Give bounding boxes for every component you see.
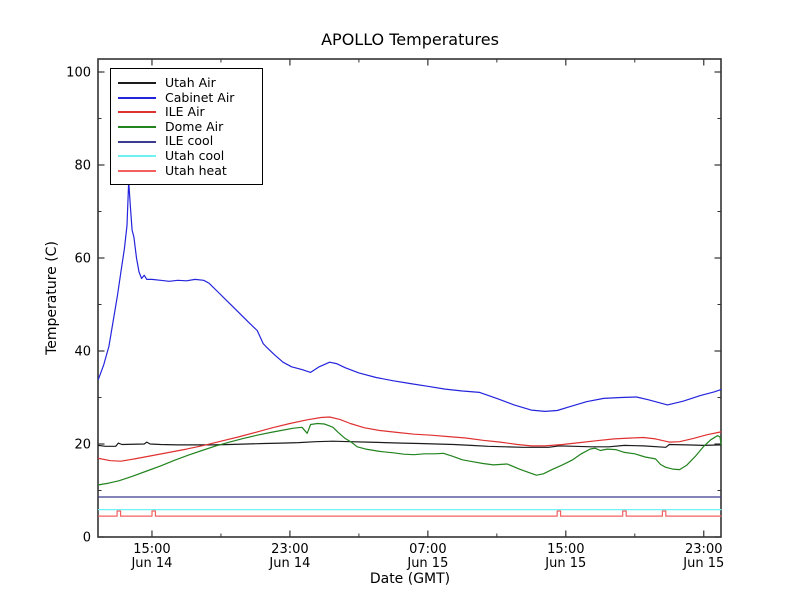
- legend-label: ILE cool: [165, 133, 214, 149]
- y-tick-label: 80: [74, 159, 91, 174]
- x-axis-label: Date (GMT): [369, 571, 451, 587]
- legend-line-sample: [118, 126, 156, 129]
- y-tick-label: 20: [74, 438, 91, 453]
- y-tick-label: 100: [66, 66, 91, 81]
- series-line-ile-air: [97, 416, 722, 462]
- y-tick-label: 0: [83, 531, 91, 546]
- x-tick-date-label: Jun 15: [544, 556, 586, 571]
- legend-line-sample: [118, 82, 156, 85]
- chart-title: APOLLO Temperatures: [321, 30, 499, 49]
- legend-item: Utah heat: [111, 162, 262, 179]
- legend-item: Dome Air: [111, 118, 262, 135]
- legend-label: Cabinet Air: [165, 89, 235, 105]
- legend-label: Dome Air: [165, 118, 224, 134]
- x-tick-date-label: Jun 14: [130, 556, 172, 571]
- legend-line-sample: [118, 111, 156, 114]
- legend-line-sample: [118, 140, 156, 143]
- legend-item: ILE Air: [111, 105, 262, 120]
- legend: Utah Air Cabinet Air ILE Air Dome Air ILE co…: [110, 68, 263, 185]
- legend-label: ILE Air: [165, 104, 205, 120]
- series-line-utah-air: [97, 440, 722, 448]
- legend-item: Utah cool: [111, 147, 262, 164]
- x-tick-time-label: 15:00: [133, 542, 170, 557]
- y-tick-label: 40: [74, 345, 91, 360]
- x-tick-time-label: 15:00: [547, 542, 584, 557]
- y-tick-label: 60: [74, 252, 91, 267]
- legend-line-sample: [118, 155, 156, 158]
- legend-item: ILE cool: [111, 134, 262, 149]
- legend-item: Cabinet Air: [111, 89, 262, 106]
- series-line-utah-heat: [97, 510, 722, 517]
- x-tick-date-label: Jun 15: [406, 556, 448, 571]
- x-tick-date-label: Jun 14: [268, 556, 310, 571]
- series-line-dome-air: [97, 422, 722, 486]
- y-axis-label: Temperature (C): [44, 241, 60, 355]
- legend-label: Utah Air: [165, 75, 216, 90]
- legend-label: Utah cool: [165, 147, 225, 163]
- legend-item: Utah Air: [111, 75, 262, 91]
- x-tick-time-label: 23:00: [685, 542, 722, 557]
- series-line-cabinet-air: [97, 180, 722, 412]
- plot-frame: [97, 58, 722, 538]
- legend-line-sample: [118, 96, 156, 99]
- legend-label: Utah heat: [165, 162, 227, 178]
- x-tick-time-label: 23:00: [271, 542, 308, 557]
- x-tick-time-label: 07:00: [409, 542, 446, 557]
- legend-line-sample: [118, 169, 156, 172]
- x-tick-date-label: Jun 15: [682, 556, 724, 571]
